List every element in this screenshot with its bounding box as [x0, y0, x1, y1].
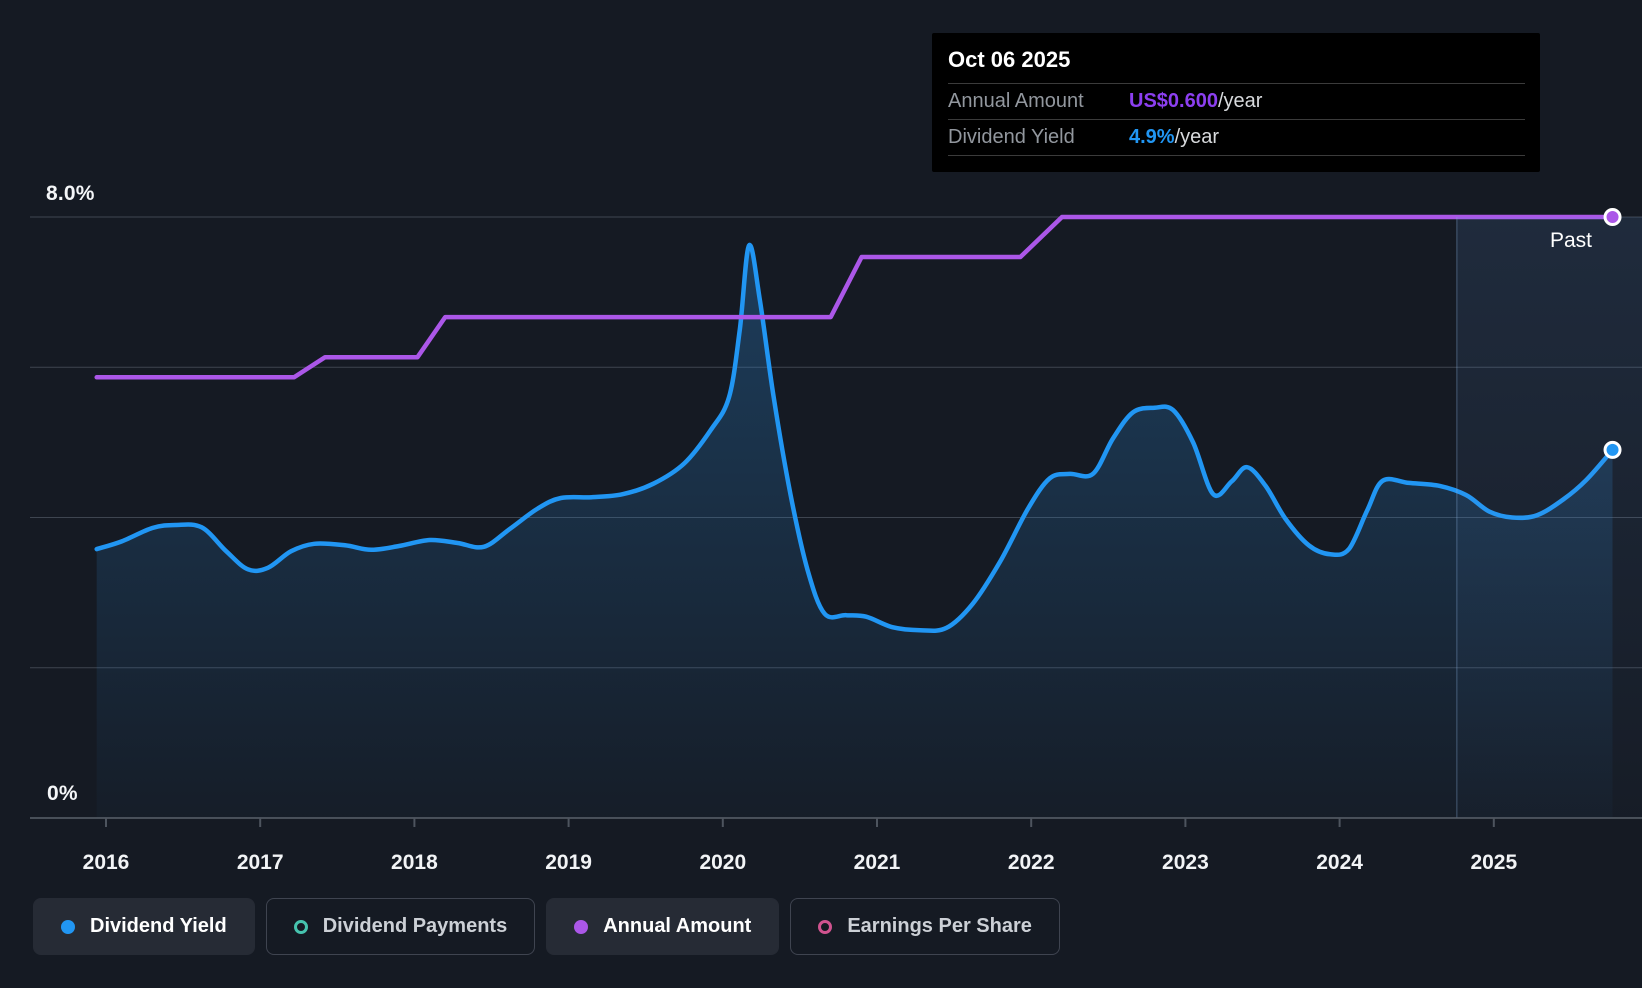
x-tick-label: 2023	[1162, 851, 1209, 874]
x-tick-label: 2018	[391, 851, 438, 874]
annual-amount-endpoint-dot	[1603, 207, 1622, 226]
past-band-label: Past	[1549, 229, 1592, 252]
annual-amount-value: US$0.600	[1129, 90, 1218, 112]
dividend-payments-marker-icon	[293, 919, 308, 934]
x-tick-label: 2022	[1008, 851, 1055, 874]
tooltip-label: Annual Amount	[948, 90, 1084, 112]
chart-legend: Dividend Yield Dividend Payments Annual Am…	[33, 898, 1060, 955]
legend-label: Annual Amount	[603, 915, 752, 937]
tooltip-row-annual-amount: Annual Amount US$0.600/year	[948, 83, 1525, 119]
y-axis-max-label: 8.0%	[46, 182, 95, 205]
tooltip-label: Dividend Yield	[948, 126, 1075, 148]
legend-button-dividend-payments[interactable]: Dividend Payments	[265, 898, 536, 955]
x-tick-label: 2021	[854, 851, 901, 874]
x-tick-label: 2025	[1470, 851, 1517, 874]
dividend-yield-line	[94, 242, 1615, 633]
x-tick-label: 2024	[1316, 851, 1363, 874]
tooltip-row-dividend-yield: Dividend Yield 4.9%/year	[948, 119, 1525, 156]
annual-amount-marker-icon	[574, 919, 589, 934]
tooltip-value: US$0.600/year	[1129, 90, 1262, 113]
legend-button-annual-amount[interactable]: Annual Amount	[546, 898, 780, 955]
tooltip-value: 4.9%/year	[1129, 126, 1219, 149]
x-tick-label: 2019	[545, 851, 592, 874]
dividend-yield-area	[96, 245, 1613, 818]
legend-label: Earnings Per Share	[847, 915, 1032, 937]
tooltip-value-suffix: /year	[1174, 126, 1220, 148]
y-axis-min-label: 0%	[47, 782, 78, 805]
x-tick-label: 2020	[699, 851, 746, 874]
legend-button-dividend-yield[interactable]: Dividend Yield	[33, 898, 255, 955]
x-tick-label: 2016	[83, 851, 130, 874]
chart-tooltip: Oct 06 2025 Annual Amount US$0.600/year …	[932, 33, 1540, 172]
legend-label: Dividend Yield	[90, 915, 227, 937]
annual-amount-line	[94, 214, 1615, 380]
tooltip-date: Oct 06 2025	[948, 47, 1071, 72]
legend-button-earnings-per-share[interactable]: Earnings Per Share	[790, 898, 1060, 955]
earnings-per-share-marker-icon	[818, 919, 833, 934]
past-band	[1456, 217, 1642, 818]
legend-label: Dividend Payments	[322, 915, 508, 937]
dividend-yield-marker-icon	[61, 919, 75, 934]
dividend-yield-endpoint-dot	[1603, 440, 1622, 459]
x-tick-label: 2017	[237, 851, 284, 874]
tooltip-value-suffix: /year	[1217, 90, 1263, 112]
dividend-yield-value: 4.9%	[1129, 126, 1175, 148]
